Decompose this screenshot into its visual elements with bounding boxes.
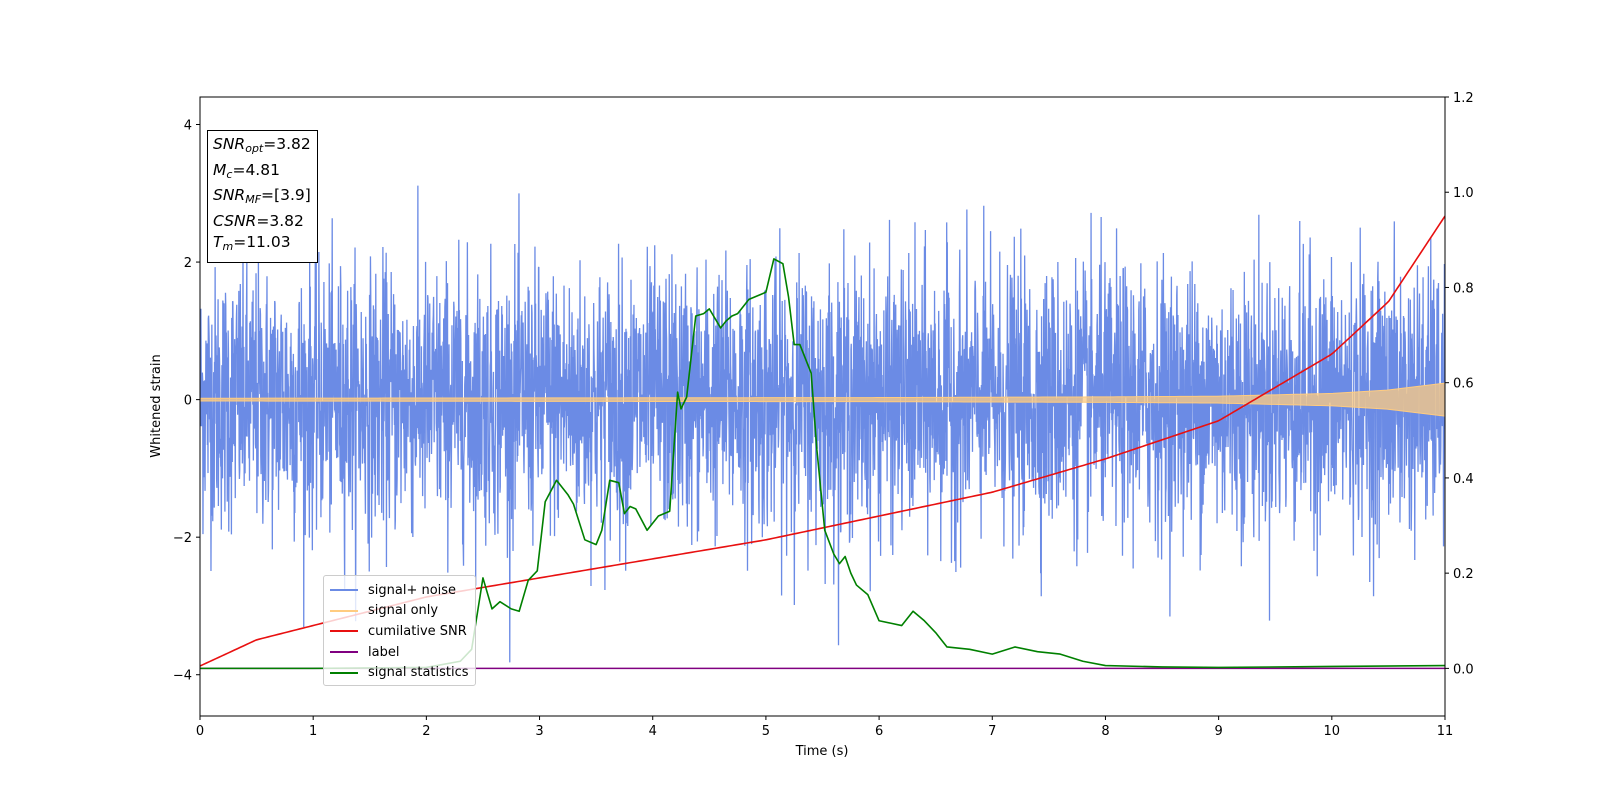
y2-axis: 1.2 1.0 0.8 0.6 0.4 0.2 0.0 — [1445, 91, 1474, 677]
y2-tick-label: 1.0 — [1453, 186, 1474, 201]
legend-swatch — [330, 651, 358, 654]
signal-only-line — [200, 382, 1445, 417]
y2-tick-label: 0.8 — [1453, 281, 1474, 296]
x-tick-label: 7 — [988, 724, 996, 739]
y-axis: 4 2 0 −2 −4 — [173, 119, 200, 684]
x-tick-label: 11 — [1437, 724, 1454, 739]
legend-entry-signal-noise: signal+ noise — [328, 580, 469, 601]
y-tick-label: 2 — [184, 256, 192, 271]
x-tick-label: 4 — [649, 724, 657, 739]
legend-entry-cumulative-snr: cumilative SNR — [328, 621, 469, 642]
legend-entry-signal-only: signal only — [328, 601, 469, 622]
y2-tick-label: 0.2 — [1453, 567, 1474, 582]
y2-tick-label: 1.2 — [1453, 91, 1474, 106]
x-tick-label: 10 — [1324, 724, 1341, 739]
x-axis-label: Time (s) — [795, 744, 849, 759]
legend: signal+ noise signal only cumilative SNR… — [323, 575, 476, 686]
x-tick-label: 0 — [196, 724, 204, 739]
legend-swatch — [330, 589, 358, 592]
y2-tick-label: 0.0 — [1453, 662, 1474, 677]
legend-swatch — [330, 630, 358, 633]
x-tick-label: 9 — [1214, 724, 1222, 739]
y-tick-label: −2 — [173, 531, 192, 546]
signal-statistics-line — [200, 258, 1445, 670]
legend-swatch — [330, 671, 358, 674]
y-axis-label: Whitened strain — [149, 354, 164, 457]
snr-opt-annotation: SNRopt=3.82 — [213, 135, 311, 155]
x-tick-label: 1 — [309, 724, 317, 739]
tm-annotation: Tm=11.03 — [213, 233, 291, 253]
x-tick-label: 8 — [1101, 724, 1109, 739]
metrics-annotation-box: SNRopt=3.82 Mc=4.81 SNRMF=[3.9] CSNR=3.8… — [207, 130, 318, 263]
x-tick-label: 6 — [875, 724, 883, 739]
x-tick-label: 3 — [535, 724, 543, 739]
y-tick-label: 0 — [184, 394, 192, 409]
y-tick-label: 4 — [184, 119, 192, 134]
chirp-mass-annotation: Mc=4.81 — [213, 160, 280, 181]
plot-frame — [199, 96, 1446, 717]
x-axis: 0 1 2 3 4 5 6 7 8 9 10 11 — [196, 716, 1453, 739]
y2-tick-label: 0.6 — [1453, 377, 1474, 392]
x-tick-label: 2 — [422, 724, 430, 739]
x-tick-label: 5 — [762, 724, 770, 739]
y-tick-label: −4 — [173, 669, 192, 684]
legend-swatch — [330, 609, 358, 612]
csnr-annotation: CSNR=3.82 — [213, 211, 304, 230]
legend-entry-signal-statistics: signal statistics — [328, 662, 469, 683]
y2-tick-label: 0.4 — [1453, 472, 1474, 487]
legend-entry-label: label — [328, 642, 469, 663]
snr-mf-annotation: SNRMF=[3.9] — [213, 186, 311, 206]
